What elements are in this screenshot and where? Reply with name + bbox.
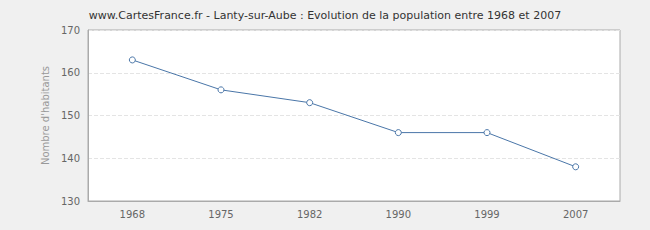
svg-text:160: 160 [61, 67, 80, 78]
svg-text:170: 170 [61, 25, 80, 36]
svg-text:150: 150 [61, 110, 80, 121]
svg-text:1990: 1990 [386, 209, 411, 220]
svg-text:1968: 1968 [120, 209, 145, 220]
svg-text:www.CartesFrance.fr - Lanty-su: www.CartesFrance.fr - Lanty-sur-Aube : E… [89, 9, 561, 22]
svg-text:1975: 1975 [208, 209, 233, 220]
svg-text:Nombre d'habitants: Nombre d'habitants [40, 66, 51, 165]
svg-text:1982: 1982 [297, 209, 322, 220]
svg-text:130: 130 [61, 196, 80, 207]
svg-text:140: 140 [61, 153, 80, 164]
svg-text:1999: 1999 [474, 209, 499, 220]
svg-text:2007: 2007 [563, 209, 588, 220]
